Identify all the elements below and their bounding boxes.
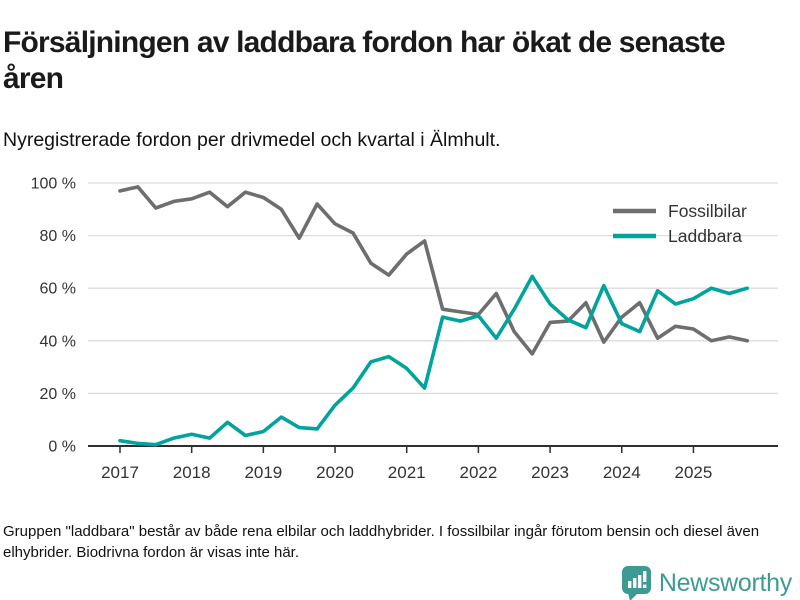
- x-axis-label-2018: 2018: [173, 463, 211, 482]
- x-axis-label-2017: 2017: [101, 463, 139, 482]
- y-axis-label-60: 60 %: [40, 281, 76, 298]
- chart-title: Försäljningen av laddbara fordon har öka…: [3, 26, 726, 96]
- line-chart: 0 % 20 % 40 % 60 % 80 % 100 % 2017 2018 2019 2020…: [31, 176, 778, 482]
- x-axis-label-2019: 2019: [244, 463, 282, 482]
- y-axis-label-20: 20 %: [40, 386, 76, 403]
- x-axis-label-2022: 2022: [459, 463, 497, 482]
- laddbara-line: [118, 274, 750, 447]
- x-axis-label-2021: 2021: [388, 463, 426, 482]
- chart-footnote: Gruppen "laddbara" består av både rena e…: [3, 523, 760, 562]
- newsworthy-speech-bubble-chart-icon: [621, 566, 651, 600]
- x-axis-label-2023: 2023: [531, 463, 569, 482]
- x-axis-label-2024: 2024: [603, 463, 641, 482]
- newsworthy-logo: Newsworthy: [621, 566, 792, 600]
- x-axis-label-2025: 2025: [675, 463, 713, 482]
- fossilbilar-line: [118, 185, 750, 356]
- legend-label-fossilbilar: Fossilbilar: [668, 201, 747, 221]
- y-axis-label-80: 80 %: [40, 228, 76, 245]
- x-axis-label-2020: 2020: [316, 463, 354, 482]
- legend-label-laddbara: Laddbara: [668, 226, 742, 246]
- newsworthy-logo-text: Newsworthy: [658, 569, 792, 597]
- chart-subtitle: Nyregistrerade fordon per drivmedel och …: [3, 129, 501, 151]
- y-axis-label-100: 100 %: [31, 176, 76, 193]
- y-axis-label-0: 0 %: [48, 439, 76, 456]
- y-axis-label-40: 40 %: [40, 333, 76, 350]
